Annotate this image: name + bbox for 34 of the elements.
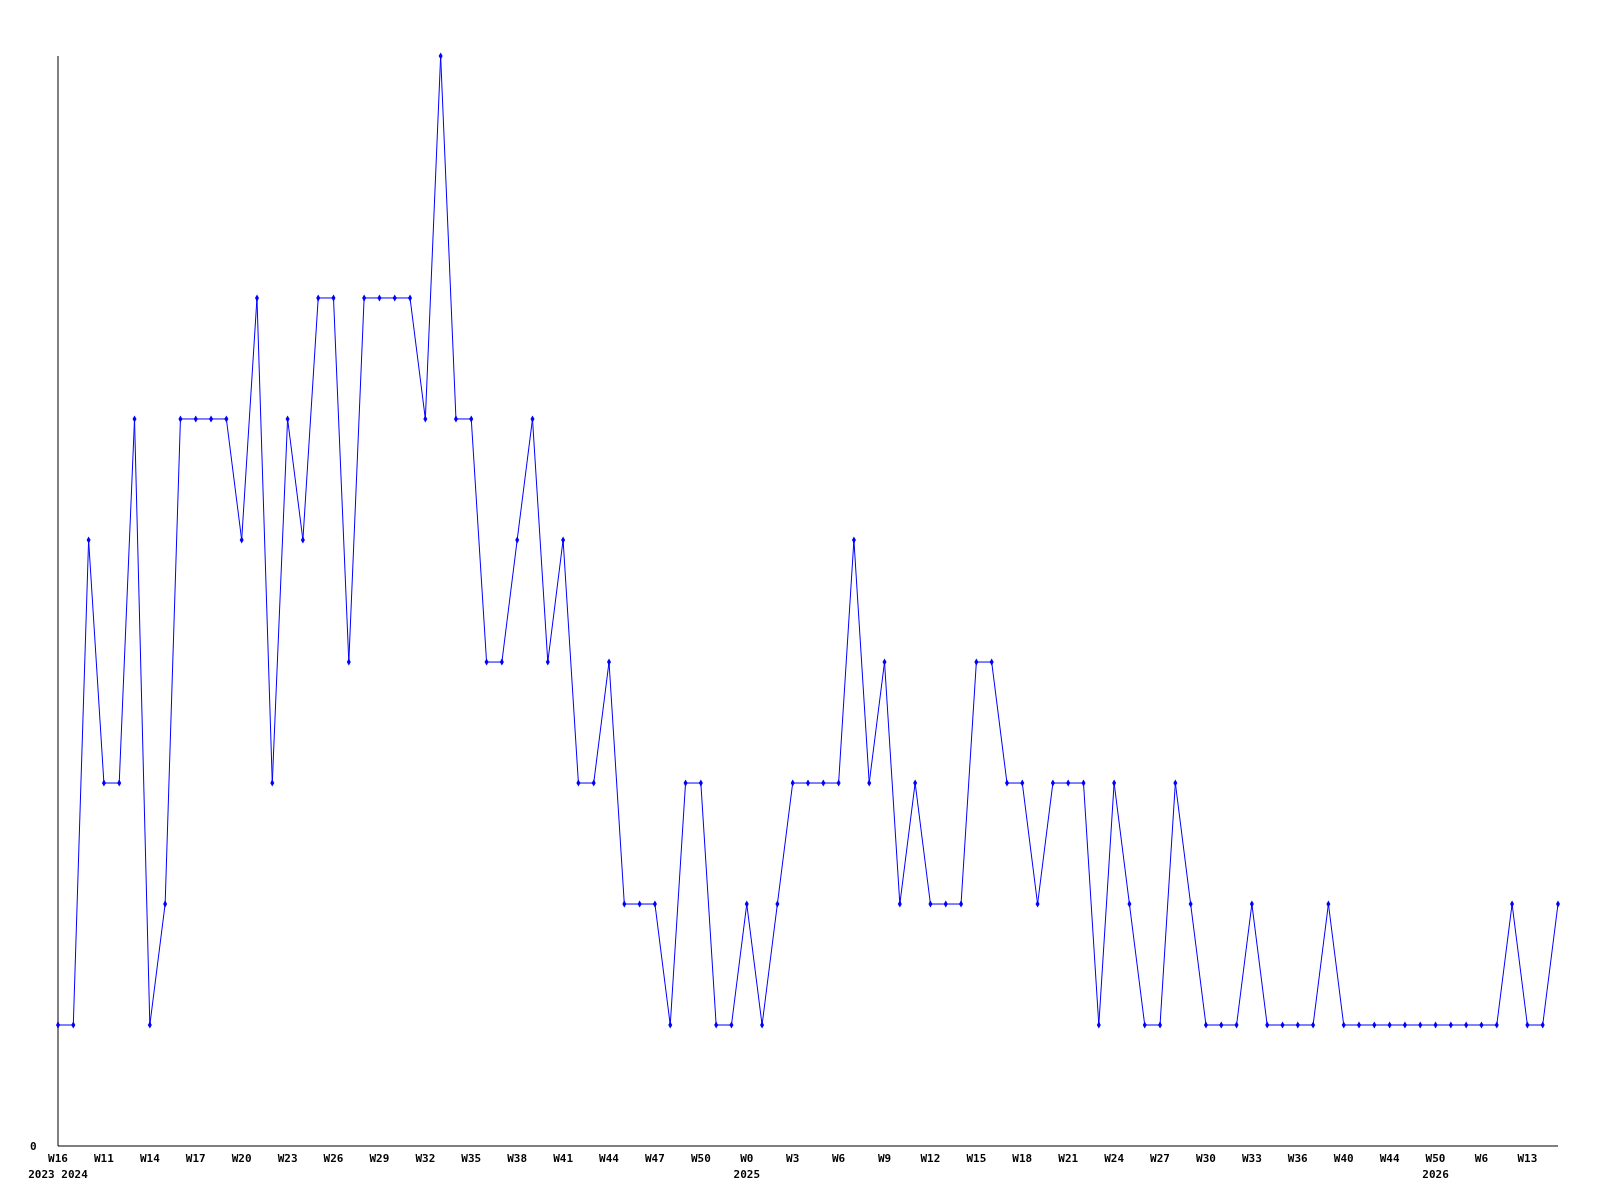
x-tick-label: W6	[831, 1152, 846, 1165]
x-tick-label: W0 2025	[733, 1152, 761, 1181]
x-tick-label: W32	[415, 1152, 436, 1165]
x-tick-label: W21	[1058, 1152, 1079, 1165]
x-tick-label: W38	[507, 1152, 528, 1165]
x-tick-label: W29	[369, 1152, 390, 1165]
x-tick-label: W47	[645, 1152, 665, 1165]
x-tick-label: W33	[1241, 1152, 1262, 1165]
x-tick-label: W12	[920, 1152, 941, 1165]
x-tick-label: W17	[185, 1152, 206, 1165]
x-tick-label: W24	[1104, 1152, 1125, 1165]
x-tick-label: W40	[1333, 1152, 1354, 1165]
x-tick-label: W20	[231, 1152, 252, 1165]
x-tick-label: W26	[323, 1152, 344, 1165]
x-tick-label: W18	[1012, 1152, 1033, 1165]
x-tick-label: W15	[966, 1152, 987, 1165]
x-tick-label: W9	[877, 1152, 892, 1165]
x-tick-label: W36	[1287, 1152, 1309, 1165]
x-tick-label: W16 2023 2024	[28, 1152, 89, 1181]
x-tick-label: W44	[1379, 1152, 1400, 1165]
x-tick-label: W11	[93, 1152, 115, 1165]
x-tick-label: W41	[553, 1152, 574, 1165]
x-tick-label: W3	[786, 1152, 800, 1165]
x-tick-label: W50	[690, 1152, 711, 1165]
x-tick-label: W44	[599, 1152, 620, 1165]
x-tick-label: W6	[1474, 1152, 1489, 1165]
x-tick-label: W50 2026	[1422, 1152, 1450, 1181]
x-tick-label: W14	[139, 1152, 161, 1165]
text: 0	[30, 1140, 37, 1153]
x-tick-label: W23	[277, 1152, 298, 1165]
x-tick-label: W35	[461, 1152, 482, 1165]
x-tick-label: W13	[1517, 1152, 1538, 1165]
x-tick-label: W27	[1150, 1152, 1170, 1165]
x-tick-label: W30	[1196, 1152, 1216, 1165]
